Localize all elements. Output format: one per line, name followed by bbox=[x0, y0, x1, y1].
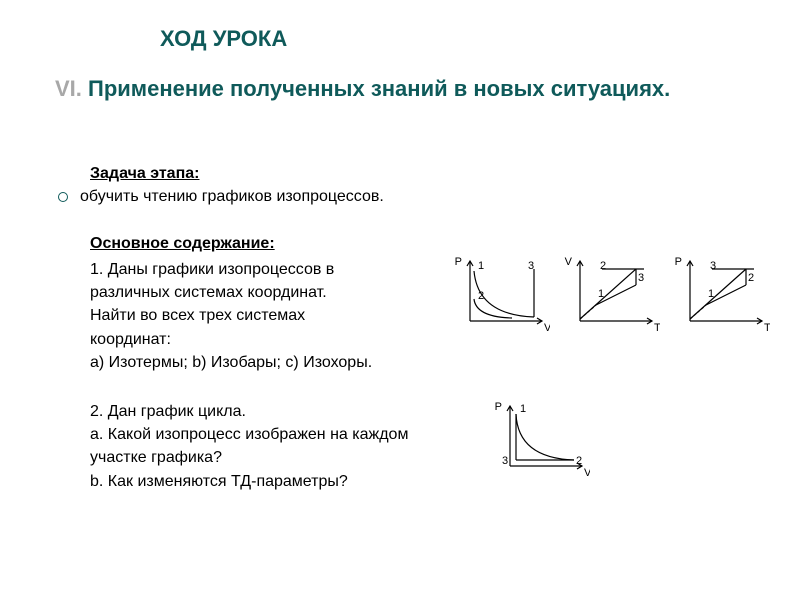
svg-text:V: V bbox=[565, 256, 573, 268]
svg-text:2: 2 bbox=[600, 260, 606, 272]
content-line: Найти во всех трех системах bbox=[90, 304, 430, 327]
task-stage-label: Задача этапа: bbox=[90, 165, 199, 183]
chart-pt: P T 3 2 1 bbox=[670, 255, 775, 340]
content-line: а) Изотермы; b) Изобары; с) Изохоры. bbox=[90, 351, 430, 374]
lesson-title: ХОД УРОКА bbox=[160, 26, 287, 52]
svg-text:V: V bbox=[584, 467, 590, 478]
svg-text:3: 3 bbox=[528, 260, 534, 272]
bullet-icon bbox=[58, 192, 68, 202]
svg-text:P: P bbox=[495, 401, 502, 413]
content-block-2: 2. Дан график цикла. а. Какой изопроцесс… bbox=[90, 400, 470, 493]
content-line: а. Какой изопроцесс изображен на каждом bbox=[90, 423, 470, 446]
svg-text:3: 3 bbox=[638, 272, 644, 284]
chart-pv-isotherms: P V 1 3 2 bbox=[450, 255, 555, 340]
svg-text:1: 1 bbox=[598, 288, 604, 300]
svg-text:P: P bbox=[675, 256, 682, 268]
svg-text:T: T bbox=[654, 322, 660, 333]
roman-numeral: VI. bbox=[55, 76, 82, 101]
svg-text:3: 3 bbox=[502, 455, 508, 467]
content-line: 2. Дан график цикла. bbox=[90, 400, 470, 423]
chart-vt: V T 2 3 1 bbox=[560, 255, 665, 340]
svg-text:3: 3 bbox=[710, 260, 716, 272]
section-heading: VI. Применение полученных знаний в новых… bbox=[55, 75, 695, 104]
task-bullet-row: обучить чтению графиков изопроцессов. bbox=[58, 188, 384, 206]
heading-text: Применение полученных знаний в новых сит… bbox=[88, 76, 670, 101]
svg-text:T: T bbox=[764, 322, 770, 333]
svg-text:2: 2 bbox=[478, 290, 484, 302]
content-label: Основное содержание: bbox=[90, 235, 275, 253]
svg-text:1: 1 bbox=[478, 260, 484, 272]
content-line: участке графика? bbox=[90, 446, 470, 469]
svg-text:2: 2 bbox=[748, 272, 754, 284]
content-line: b. Как изменяются ТД-параметры? bbox=[90, 470, 470, 493]
svg-text:P: P bbox=[455, 256, 462, 268]
svg-text:1: 1 bbox=[520, 403, 526, 415]
content-line: координат: bbox=[90, 328, 430, 351]
chart-cycle-pv: P V 1 3 2 bbox=[490, 400, 595, 485]
svg-text:1: 1 bbox=[708, 288, 714, 300]
svg-text:2: 2 bbox=[576, 455, 582, 467]
svg-text:V: V bbox=[544, 322, 550, 333]
content-line: 1. Даны графики изопроцессов в bbox=[90, 258, 430, 281]
task-bullet-text: обучить чтению графиков изопроцессов. bbox=[80, 188, 384, 206]
content-line: различных системах координат. bbox=[90, 281, 430, 304]
content-block-1: 1. Даны графики изопроцессов в различных… bbox=[90, 258, 430, 374]
